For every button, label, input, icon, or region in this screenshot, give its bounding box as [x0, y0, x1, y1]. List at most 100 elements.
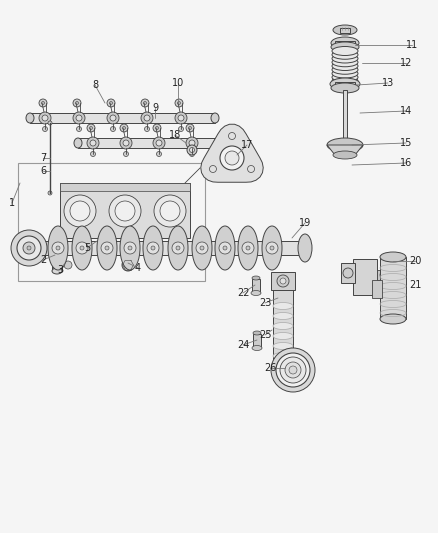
Circle shape — [223, 246, 227, 250]
Text: 7: 7 — [40, 153, 46, 163]
Circle shape — [156, 140, 162, 146]
Circle shape — [77, 126, 81, 132]
Circle shape — [123, 126, 126, 130]
Ellipse shape — [273, 343, 293, 350]
Bar — [15, 241, 305, 255]
Circle shape — [289, 366, 297, 374]
Circle shape — [122, 259, 134, 271]
Circle shape — [145, 126, 149, 132]
Circle shape — [105, 246, 109, 250]
Ellipse shape — [52, 235, 62, 239]
Circle shape — [87, 124, 95, 132]
Circle shape — [27, 246, 31, 250]
Circle shape — [39, 112, 51, 124]
Circle shape — [124, 242, 136, 254]
Circle shape — [186, 124, 194, 132]
Circle shape — [178, 115, 184, 121]
Circle shape — [176, 246, 180, 250]
Ellipse shape — [330, 78, 360, 90]
Circle shape — [23, 242, 35, 254]
Bar — [252, 279, 260, 293]
Ellipse shape — [331, 83, 359, 93]
Text: 26: 26 — [264, 363, 276, 373]
Bar — [335, 41, 355, 47]
Ellipse shape — [333, 25, 357, 35]
Ellipse shape — [332, 77, 358, 85]
Circle shape — [277, 275, 289, 287]
Ellipse shape — [273, 322, 293, 329]
Circle shape — [270, 246, 274, 250]
Circle shape — [110, 101, 113, 104]
Circle shape — [172, 242, 184, 254]
Circle shape — [220, 146, 244, 170]
Circle shape — [156, 151, 162, 157]
Text: 25: 25 — [259, 330, 271, 340]
Ellipse shape — [262, 226, 282, 270]
Ellipse shape — [332, 69, 358, 78]
Circle shape — [73, 99, 81, 107]
Ellipse shape — [192, 226, 212, 270]
Text: 5: 5 — [84, 243, 90, 253]
Circle shape — [280, 357, 306, 383]
Circle shape — [153, 124, 161, 132]
Bar — [30, 113, 215, 123]
Ellipse shape — [52, 268, 62, 274]
Text: 10: 10 — [172, 78, 184, 88]
Text: 4: 4 — [135, 263, 141, 273]
Circle shape — [186, 137, 198, 149]
Circle shape — [109, 195, 141, 227]
Circle shape — [247, 166, 254, 173]
Text: 18: 18 — [169, 130, 181, 140]
Bar — [372, 280, 382, 298]
Circle shape — [188, 126, 191, 130]
Ellipse shape — [120, 226, 140, 270]
Circle shape — [219, 242, 231, 254]
Bar — [18, 163, 205, 281]
Ellipse shape — [97, 226, 117, 270]
Ellipse shape — [26, 113, 34, 123]
Ellipse shape — [332, 58, 358, 67]
Ellipse shape — [333, 151, 357, 159]
Bar — [78, 138, 218, 148]
Ellipse shape — [52, 236, 62, 242]
Text: 13: 13 — [382, 78, 394, 88]
Circle shape — [110, 115, 116, 121]
Ellipse shape — [380, 314, 406, 324]
Circle shape — [11, 230, 47, 266]
Bar — [335, 82, 355, 88]
Circle shape — [64, 195, 96, 227]
Ellipse shape — [74, 138, 82, 148]
Text: 23: 23 — [259, 298, 271, 308]
Circle shape — [73, 112, 85, 124]
Ellipse shape — [48, 226, 68, 270]
Circle shape — [39, 99, 47, 107]
Circle shape — [225, 151, 239, 165]
Text: 11: 11 — [406, 40, 418, 50]
Circle shape — [175, 112, 187, 124]
Circle shape — [209, 166, 216, 173]
Circle shape — [115, 201, 135, 221]
Ellipse shape — [143, 226, 163, 270]
Bar — [343, 90, 347, 143]
Circle shape — [80, 246, 84, 250]
Circle shape — [107, 112, 119, 124]
Ellipse shape — [253, 331, 261, 335]
Text: 1: 1 — [9, 198, 15, 208]
Circle shape — [190, 148, 194, 152]
Circle shape — [52, 242, 64, 254]
Ellipse shape — [332, 61, 358, 70]
Circle shape — [90, 140, 96, 146]
Circle shape — [246, 246, 250, 250]
Ellipse shape — [332, 72, 358, 82]
Text: 20: 20 — [409, 256, 421, 266]
Ellipse shape — [273, 312, 293, 319]
Circle shape — [151, 246, 155, 250]
Circle shape — [120, 124, 128, 132]
Ellipse shape — [331, 37, 359, 49]
Ellipse shape — [252, 276, 260, 280]
Circle shape — [276, 353, 310, 387]
Circle shape — [266, 242, 278, 254]
Circle shape — [123, 140, 129, 146]
Ellipse shape — [332, 46, 358, 55]
Circle shape — [190, 151, 194, 157]
